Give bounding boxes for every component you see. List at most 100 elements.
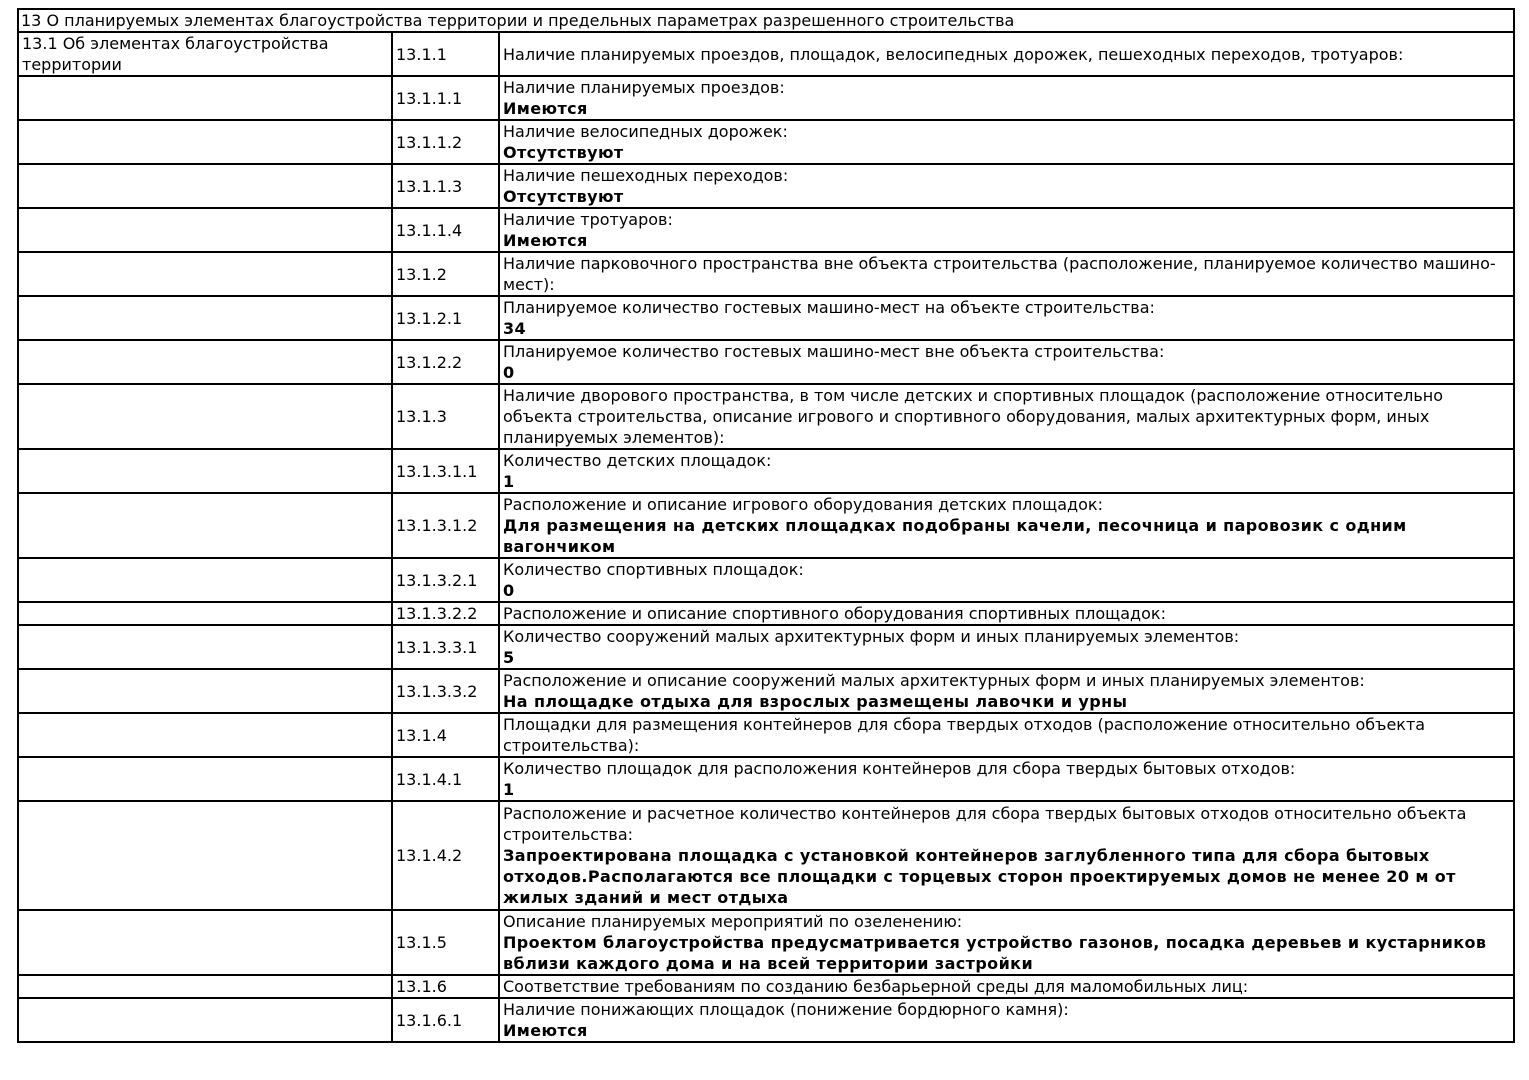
row-code: 13.1.3.3.1 <box>391 624 500 670</box>
row-description: Количество детских площадок: 1 <box>498 448 1515 494</box>
row-code: 13.1.6 <box>391 974 500 999</box>
row-description: Расположение и расчетное количество конт… <box>498 800 1515 911</box>
table-row: 13.1.3.2.2 Расположение и описание спорт… <box>17 601 1515 626</box>
row-description: Наличие понижающих площадок (понижение б… <box>498 997 1515 1043</box>
row-description: Расположение и описание спортивного обор… <box>498 601 1515 626</box>
row-label: Наличие планируемых проездов, площадок, … <box>503 44 1404 64</box>
row-code: 13.1.4.2 <box>391 800 500 911</box>
row-section-label <box>17 339 393 385</box>
row-label: Наличие понижающих площадок (понижение б… <box>503 1000 1069 1019</box>
table-row: 13.1.3.3.1 Количество сооружений малых а… <box>17 624 1515 670</box>
row-label: Наличие велосипедных дорожек: <box>503 122 788 141</box>
table-row: 13.1.3.2.1 Количество спортивных площадо… <box>17 557 1515 603</box>
row-value: Имеются <box>503 231 588 250</box>
row-section-label <box>17 448 393 494</box>
row-value: Отсутствуют <box>503 187 624 206</box>
row-label: Наличие дворового пространства, в том чи… <box>503 386 1444 447</box>
row-section-label <box>17 712 393 758</box>
row-description: Расположение и описание игрового оборудо… <box>498 492 1515 559</box>
row-label: Расположение и описание спортивного обор… <box>503 604 1166 623</box>
row-value: Проектом благоустройства предусматривает… <box>503 933 1487 973</box>
row-label: Описание планируемых мероприятий по озел… <box>503 912 963 931</box>
row-code: 13.1.1.3 <box>391 163 500 209</box>
row-value: Отсутствуют <box>503 143 624 162</box>
row-label: Расположение и расчетное количество конт… <box>503 804 1467 844</box>
table-row: 13.1.1.3 Наличие пешеходных переходов: О… <box>17 163 1515 209</box>
row-value: 1 <box>503 780 515 799</box>
row-value: 1 <box>503 472 515 491</box>
table-row: 13.1.4 Площадки для размещения контейнер… <box>17 712 1515 758</box>
row-code: 13.1.3.1.1 <box>391 448 500 494</box>
row-value: 0 <box>503 363 515 382</box>
row-code: 13.1.4.1 <box>391 756 500 802</box>
row-description: Количество спортивных площадок: 0 <box>498 557 1515 603</box>
row-description: Наличие тротуаров: Имеются <box>498 207 1515 253</box>
row-code: 13.1.3 <box>391 383 500 450</box>
row-section-label <box>17 997 393 1043</box>
row-section-label <box>17 974 393 999</box>
table-body: 13 О планируемых элементах благоустройст… <box>17 8 1515 1043</box>
table-row: 13.1.5 Описание планируемых мероприятий … <box>17 909 1515 976</box>
row-section-label <box>17 207 393 253</box>
row-code: 13.1.3.1.2 <box>391 492 500 559</box>
row-code: 13.1.6.1 <box>391 997 500 1043</box>
table-row: 13.1.3.1.2 Расположение и описание игров… <box>17 492 1515 559</box>
row-value: Имеются <box>503 99 588 118</box>
row-code: 13.1.1.1 <box>391 75 500 121</box>
row-section-label <box>17 557 393 603</box>
row-value: Для размещения на детских площадках подо… <box>503 516 1407 556</box>
row-section-label <box>17 601 393 626</box>
row-description: Количество сооружений малых архитектурны… <box>498 624 1515 670</box>
row-description: Площадки для размещения контейнеров для … <box>498 712 1515 758</box>
table-row: 13.1.6 Соответствие требованиям по созда… <box>17 974 1515 999</box>
row-description: Расположение и описание сооружений малых… <box>498 668 1515 714</box>
row-section-label <box>17 75 393 121</box>
row-section-label <box>17 624 393 670</box>
row-section-label <box>17 163 393 209</box>
row-section-label <box>17 800 393 911</box>
table-row: 13.1.2 Наличие парковочного пространства… <box>17 251 1515 297</box>
section-header-row: 13 О планируемых элементах благоустройст… <box>17 8 1515 33</box>
row-value: Запроектирована площадка с установкой ко… <box>503 846 1456 907</box>
row-label: Количество площадок для расположения кон… <box>503 759 1296 778</box>
project-declaration-table: 13 О планируемых элементах благоустройст… <box>17 8 1515 1043</box>
table-row: 13.1.3 Наличие дворового пространства, в… <box>17 383 1515 450</box>
row-code: 13.1.2.1 <box>391 295 500 341</box>
row-value: 5 <box>503 648 515 667</box>
table-row: 13.1 Об элементах благоустройства террит… <box>17 31 1515 77</box>
row-section-label <box>17 383 393 450</box>
row-label: Планируемое количество гостевых машино-м… <box>503 342 1165 361</box>
table-row: 13.1.4.2 Расположение и расчетное количе… <box>17 800 1515 911</box>
table-row: 13.1.3.3.2 Расположение и описание соору… <box>17 668 1515 714</box>
row-label: Количество сооружений малых архитектурны… <box>503 627 1240 646</box>
row-code: 13.1.3.3.2 <box>391 668 500 714</box>
row-label: Расположение и описание сооружений малых… <box>503 671 1365 690</box>
row-code: 13.1.4 <box>391 712 500 758</box>
table-row: 13.1.1.1 Наличие планируемых проездов: И… <box>17 75 1515 121</box>
row-label: Количество спортивных площадок: <box>503 560 804 579</box>
row-description: Наличие планируемых проездов, площадок, … <box>498 31 1515 77</box>
row-value: 0 <box>503 581 515 600</box>
row-description: Наличие дворового пространства, в том чи… <box>498 383 1515 450</box>
row-label: Планируемое количество гостевых машино-м… <box>503 298 1155 317</box>
row-description: Количество площадок для расположения кон… <box>498 756 1515 802</box>
row-section-label <box>17 756 393 802</box>
row-code: 13.1.3.2.1 <box>391 557 500 603</box>
row-value: На площадке отдыха для взрослых размещен… <box>503 692 1128 711</box>
row-label: Расположение и описание игрового оборудо… <box>503 495 1103 514</box>
table-row: 13.1.6.1 Наличие понижающих площадок (по… <box>17 997 1515 1043</box>
row-label: Количество детских площадок: <box>503 451 772 470</box>
row-description: Описание планируемых мероприятий по озел… <box>498 909 1515 976</box>
row-code: 13.1.3.2.2 <box>391 601 500 626</box>
row-section-label <box>17 492 393 559</box>
row-section-label <box>17 295 393 341</box>
row-label: Площадки для размещения контейнеров для … <box>503 715 1426 755</box>
row-label: Наличие тротуаров: <box>503 210 673 229</box>
row-description: Наличие планируемых проездов: Имеются <box>498 75 1515 121</box>
row-description: Планируемое количество гостевых машино-м… <box>498 295 1515 341</box>
row-value: 34 <box>503 319 527 338</box>
row-section-label <box>17 668 393 714</box>
row-value: Имеются <box>503 1021 588 1040</box>
row-code: 13.1.2.2 <box>391 339 500 385</box>
table-row: 13.1.3.1.1 Количество детских площадок: … <box>17 448 1515 494</box>
